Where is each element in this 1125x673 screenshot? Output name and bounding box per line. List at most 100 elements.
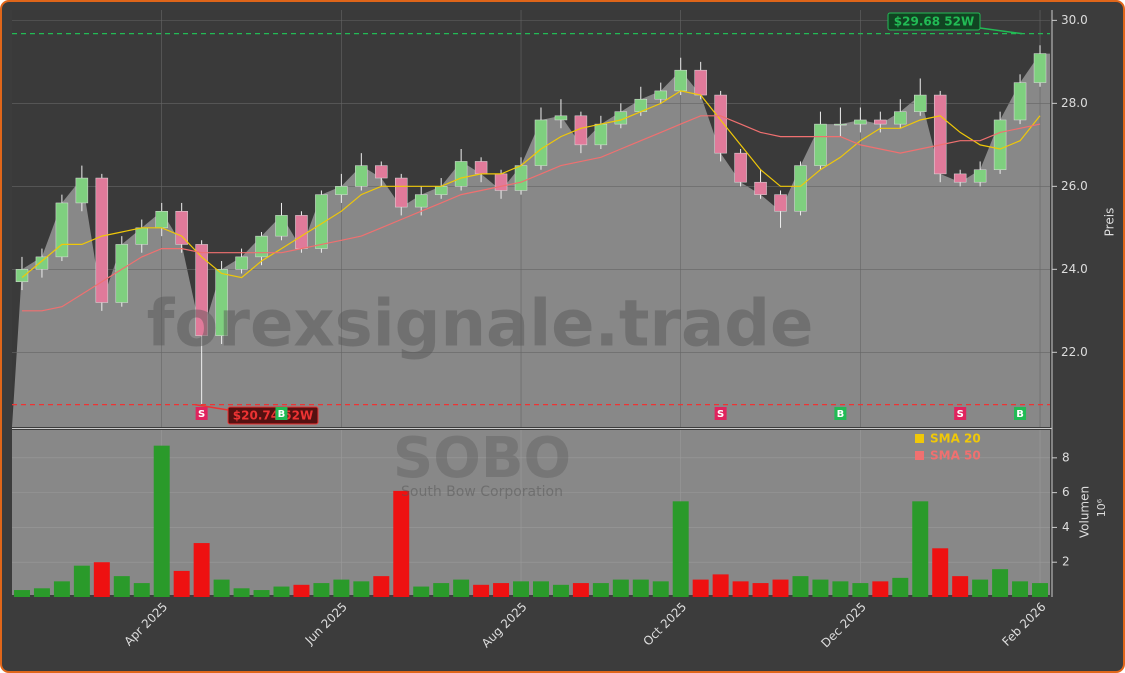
candle-body [554,115,568,121]
candle-body [874,119,887,125]
candle-body [115,244,129,303]
volume-bar [552,584,569,597]
volume-bar [193,543,210,597]
candle-body [494,173,508,191]
high-pointer [979,27,1023,35]
volume-bar [453,579,470,597]
candle-body [514,165,528,191]
candle-body [1033,53,1047,83]
candle-body [993,119,1007,170]
high-label-box [887,12,981,31]
y-tick-label: 30.0 [1061,13,1088,27]
signal-marker [954,407,967,420]
candle-body [973,169,987,183]
volume-bar [473,584,490,597]
volume-bar [572,583,589,597]
y-tick-label: 24.0 [1061,262,1088,276]
candle-body [55,202,69,258]
candle-body [933,94,947,175]
volume-panel: 2 4 6 8 [12,430,1070,597]
ticker: SOBO [393,426,571,491]
candle-body [454,161,468,187]
volume-bar [133,583,150,597]
volume-bar [413,586,430,597]
volume-bar [73,565,90,597]
candle-body [953,173,967,183]
candle-body [794,165,807,212]
volume-bar [812,579,829,597]
candle-body [474,161,488,175]
volume-bar [233,588,250,597]
legend-swatch [915,451,924,460]
candle-body [235,256,248,270]
volume-bar [612,579,629,597]
candle-body [155,210,168,229]
volume-bar [493,583,510,597]
watermark: forexsignale.trade [147,288,814,362]
legend-swatch [915,434,924,443]
candle-body [714,94,727,154]
high-label: $29.68 52W [894,15,974,29]
candle-body [534,119,548,166]
signal-marker [1014,407,1027,420]
candle-body [854,119,867,125]
candle-body [1013,82,1027,121]
volume-bar [692,579,709,597]
candle-body [754,181,767,195]
signal-label: S [717,409,724,420]
volume-bar [313,583,330,597]
signal-marker [714,407,727,420]
legend-label: SMA 20 [930,432,981,446]
volume-bar [293,584,310,597]
volume-bar [173,570,190,597]
price-panel: 22.0 24.0 26.0 28.0 30.0 [12,10,1088,427]
candle-body [834,123,847,126]
low-pointer [194,403,229,411]
candle-body [175,210,188,245]
volume-bar [592,583,609,597]
candle-body [75,177,89,204]
volume-bar [113,576,130,597]
volume-tick-label: 6 [1062,485,1070,499]
volume-bar [513,581,530,597]
sma-line [22,115,1041,312]
candle-body [674,69,687,92]
volume-bar [872,581,889,597]
volume-label: Volumen [1078,486,1092,538]
candle-body [275,215,288,237]
volume-bar [373,576,390,597]
volume-bar [53,581,70,597]
volume-bar [932,548,949,597]
candle-body [894,111,907,125]
volume-bar [433,583,450,597]
candle-body [414,194,428,208]
signal-label: B [837,409,845,420]
volume-bar [852,583,869,597]
candle-body [914,94,927,112]
volume-bar [952,576,969,597]
low-label-box [227,406,319,425]
candle-body [694,69,707,96]
candle-body [255,235,268,258]
signal-label: B [1016,409,1024,420]
company: South Bow Corporation [401,484,563,500]
signal-marker [275,407,288,420]
volume-tick-label: 8 [1062,450,1070,464]
candle-body [654,90,667,100]
signal-label: S [198,409,205,420]
candle-body [335,186,348,195]
volume-tick-label: 4 [1062,520,1070,534]
volume-bar [912,501,929,597]
y-tick-label: 26.0 [1061,179,1088,193]
close-area [12,53,1050,427]
volume-bar [752,583,769,597]
volume-bar [353,581,370,597]
candle-body [594,123,608,146]
candle-body [295,215,308,249]
signal-marker [195,407,208,420]
volume-bar [273,586,290,597]
candle-body [315,194,328,249]
volume-bar [33,588,50,597]
y-tick-label: 28.0 [1061,96,1088,110]
